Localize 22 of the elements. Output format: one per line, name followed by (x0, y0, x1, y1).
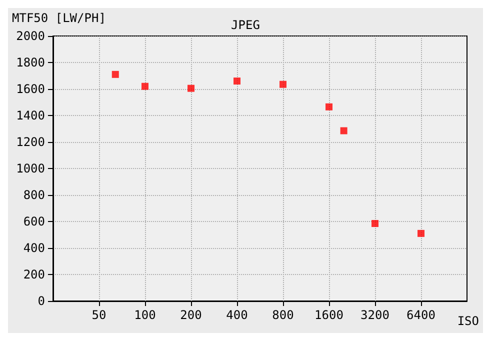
y-tick-label: 400 (23, 241, 45, 255)
y-tick-label: 1600 (16, 82, 45, 96)
chart-title: JPEG (231, 18, 260, 32)
y-tick-label: 1400 (16, 108, 45, 122)
x-tick-label: 800 (272, 308, 294, 322)
y-tick-label: 0 (38, 294, 45, 308)
y-axis-title: MTF50 [LW/PH] (12, 11, 106, 25)
x-tick-label: 3200 (360, 308, 390, 322)
y-tick-label: 600 (23, 214, 45, 228)
x-tick-label: 200 (180, 308, 202, 322)
x-tick-label: 6400 (406, 308, 436, 322)
y-tick-label: 1000 (16, 162, 45, 176)
y-tick-label: 800 (23, 188, 45, 202)
x-tick-label: 1600 (314, 308, 344, 322)
y-tick-label: 1200 (16, 135, 45, 149)
y-tick-label: 1800 (16, 56, 45, 70)
x-axis-title: ISO (457, 314, 480, 328)
y-tick-label: 200 (23, 268, 45, 282)
y-tick-label: 2000 (16, 29, 45, 43)
x-tick-label: 400 (226, 308, 248, 322)
x-tick-label: 100 (134, 308, 156, 322)
x-tick-label: 50 (92, 308, 106, 322)
